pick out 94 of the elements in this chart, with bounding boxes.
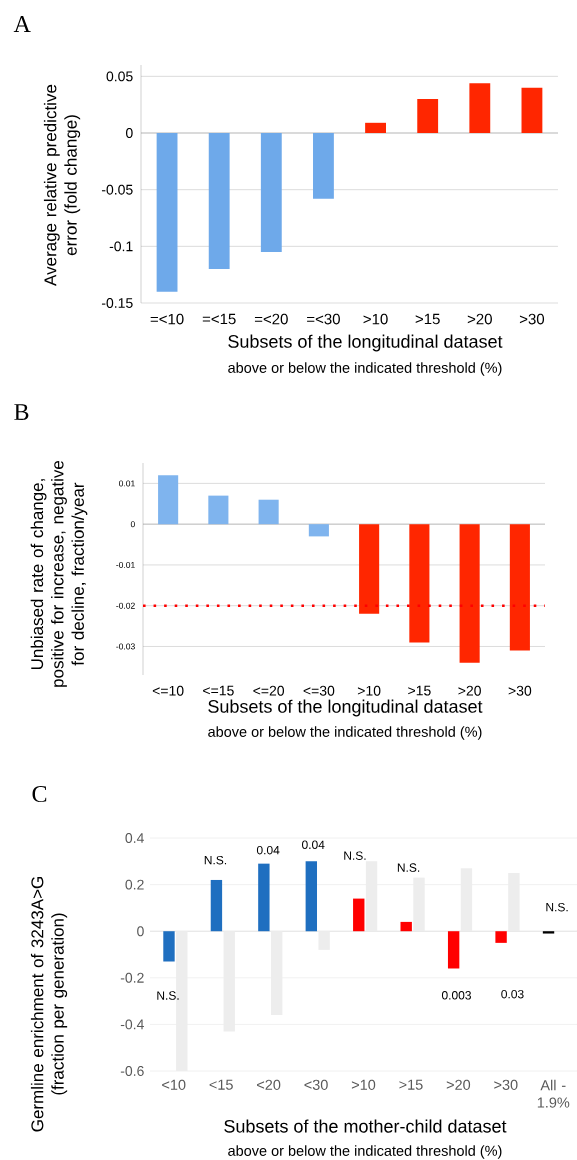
y-tick-label: 0.05 [106, 71, 133, 82]
bar [460, 868, 473, 932]
bar [509, 524, 530, 651]
x-tick-label: >15 [408, 685, 431, 696]
bar [459, 524, 480, 663]
y-tick-label: 0.01 [119, 480, 135, 487]
y-tick-label: -0.15 [101, 298, 133, 308]
x-axis-title: Subsets of the mother-child dataset [224, 1119, 507, 1133]
annotation: N.S. [204, 855, 227, 865]
y-tick-label: -0.01 [116, 561, 135, 568]
x-tick-label: <=20 [253, 685, 285, 696]
x-tick-label: >10 [363, 313, 388, 325]
annotation: 0.04 [302, 840, 325, 850]
x-tick-label: <30 [304, 1079, 328, 1090]
y-tick-label: 0 [130, 521, 135, 528]
x-tick-label: =<30 [307, 313, 340, 325]
bar [521, 87, 543, 133]
y-tick-label: 0.2 [125, 879, 144, 890]
chart-title: B [14, 404, 29, 420]
annotation: N.S. [157, 991, 179, 1000]
y-tick-label: 0.4 [125, 833, 144, 843]
bar [508, 872, 520, 932]
bar [413, 877, 425, 932]
y-tick-label: -0.2 [120, 972, 144, 983]
bar [223, 931, 235, 1032]
x-tick-label: <=30 [303, 685, 335, 696]
x-tick-label: >15 [415, 313, 440, 325]
bar [208, 133, 230, 269]
bar [305, 861, 317, 932]
bar [400, 921, 412, 932]
bar [158, 475, 179, 525]
annotation: N.S. [397, 863, 420, 872]
y-axis-title: Average relative predictive error (fold change) [43, 84, 81, 286]
annotation: 0.003 [441, 991, 471, 1000]
bar [308, 524, 329, 537]
bar [365, 861, 378, 932]
text: above or below the indicated threshold (%) [228, 1145, 502, 1159]
x-tick-label: >20 [467, 313, 492, 325]
bar [313, 133, 334, 199]
x-axis-title: Subsets of the longitudinal dataset [208, 699, 483, 717]
x-tick-label: >20 [446, 1079, 471, 1090]
x-tick-label: >10 [351, 1079, 376, 1090]
annotation: 0.04 [256, 845, 280, 855]
y-tick-label: 0 [125, 128, 133, 138]
x-tick-label: <=15 [203, 685, 234, 696]
bar [353, 898, 365, 932]
bar [495, 931, 507, 943]
x-tick-label: <20 [257, 1079, 281, 1090]
x-axis-title: Subsets of the longitudinal dataset [228, 334, 503, 352]
x-tick-label: <15 [209, 1079, 233, 1090]
y-axis-title: Germline enrichment of 3243A>G (fraction per generation) [30, 877, 68, 1132]
y-tick-label: 0 [137, 926, 144, 937]
x-tick-label: All - 1.9% [537, 1079, 570, 1108]
x-tick-label: >30 [508, 685, 532, 696]
bar [409, 524, 430, 643]
bar [270, 931, 283, 1016]
bar [258, 499, 279, 525]
x-tick-label: =<10 [150, 313, 184, 325]
y-tick-label: -0.02 [116, 602, 135, 609]
bar [156, 133, 178, 292]
text: above or below the indicated threshold (%) [228, 362, 502, 376]
bar [469, 83, 491, 133]
y-tick-label: -0.4 [120, 1019, 144, 1030]
bar [417, 99, 439, 133]
x-tick-label: >30 [494, 1079, 518, 1090]
bar [208, 495, 229, 525]
x-tick-label: >30 [519, 313, 545, 325]
annotation: N.S. [546, 902, 568, 912]
x-tick-label: <10 [162, 1079, 186, 1090]
x-tick-label: >15 [399, 1079, 423, 1090]
x-tick-label: =<20 [254, 313, 288, 325]
chart-title: C [32, 785, 47, 803]
annotation: 0.03 [501, 989, 524, 999]
bar [210, 879, 223, 932]
x-tick-label: =<15 [202, 313, 236, 325]
y-tick-label: -0.6 [120, 1066, 144, 1076]
bar [260, 133, 282, 252]
bar [542, 931, 555, 934]
bar [447, 931, 460, 969]
chart-title: A [13, 16, 31, 32]
y-tick-label: -0.05 [101, 184, 133, 195]
x-tick-label: >10 [357, 685, 381, 696]
bar [163, 931, 175, 962]
bar [318, 931, 330, 950]
bar [258, 863, 270, 932]
bar [359, 524, 380, 614]
text: above or below the indicated threshold (%) [208, 726, 482, 740]
y-tick-label: -0.1 [109, 241, 133, 252]
x-tick-label: <=10 [152, 685, 184, 696]
y-tick-label: -0.03 [116, 643, 135, 650]
bar [365, 122, 386, 133]
y-axis-title: Unbiased rate of change, positive for increase, negative for decline, fraction/year [30, 460, 88, 687]
x-tick-label: >20 [458, 685, 481, 696]
annotation: N.S. [344, 851, 366, 860]
